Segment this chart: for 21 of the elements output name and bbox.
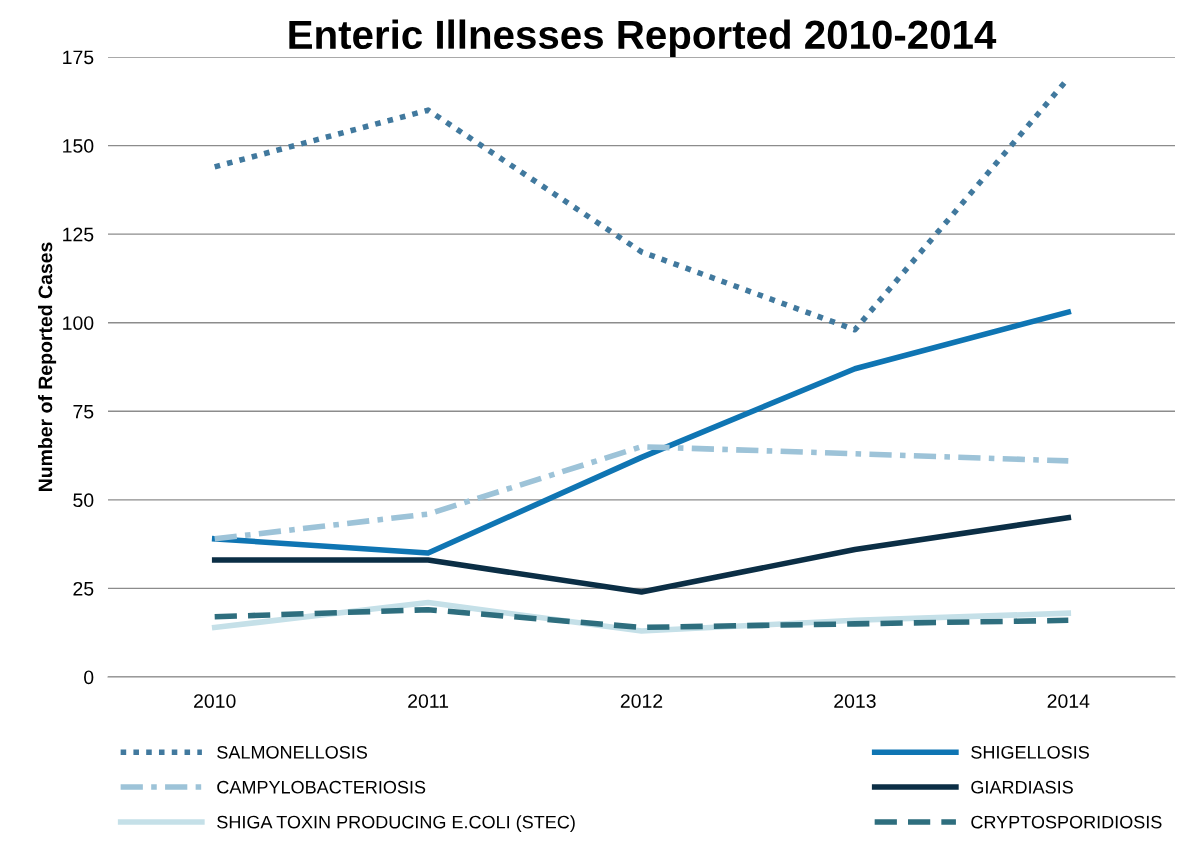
- y-tick-label: 100: [63, 316, 94, 330]
- legend-label: SALMONELLOSIS: [217, 745, 368, 759]
- legend-label: SHIGA TOXIN PRODUCING E.COLI (STEC): [217, 815, 575, 833]
- legend-label: GIARDIASIS: [971, 780, 1073, 794]
- x-tick-label: 2011: [408, 694, 449, 708]
- y-tick-label: 150: [63, 139, 94, 153]
- x-tick-label: 2010: [194, 694, 236, 708]
- x-tick-label: 2012: [620, 694, 663, 708]
- y-axis-title: Number of Reported Cases: [37, 242, 57, 492]
- y-tick-label: 125: [63, 227, 94, 242]
- x-tick-label: 2013: [834, 694, 876, 708]
- legend-label: CAMPYLOBACTERIOSIS: [217, 780, 426, 794]
- legend-label: CRYPTOSPORIDIOSIS: [971, 815, 1162, 829]
- y-tick-label: 75: [73, 404, 94, 419]
- y-tick-label: 25: [73, 581, 94, 596]
- y-tick-label: 50: [73, 493, 94, 508]
- legend-label: SHIGELLOSIS: [971, 745, 1089, 759]
- y-tick-label: 0: [84, 670, 94, 685]
- x-tick-label: 2014: [1047, 694, 1090, 708]
- chart-title: Enteric Illnesses Reported 2010-2014: [289, 19, 997, 57]
- y-tick-label: 175: [63, 50, 94, 65]
